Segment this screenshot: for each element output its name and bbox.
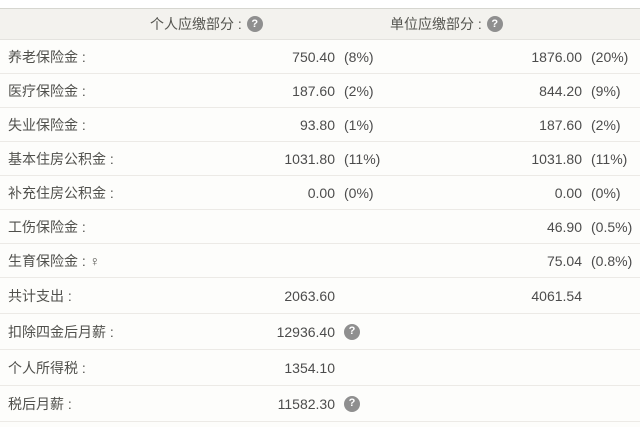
row-label: 失业保险金 : <box>8 116 86 133</box>
row-label: 个人所得税 : <box>8 359 86 376</box>
company-percent: (0.5%) <box>591 218 633 235</box>
table-row: 工伤保险金 : 46.90 (0.5%) <box>0 210 640 244</box>
personal-value: 11582.30 <box>277 395 335 412</box>
personal-percent: (1%) <box>344 116 374 133</box>
company-percent: (0%) <box>591 184 621 201</box>
personal-percent: (8%) <box>344 48 374 65</box>
company-value: 46.90 <box>546 218 582 235</box>
company-value: 4061.54 <box>531 287 582 304</box>
row-label: 生育保险金 : ♀ <box>8 252 101 269</box>
personal-value: 750.40 <box>292 48 335 65</box>
personal-percent: (11%) <box>344 150 381 167</box>
table-row: 共计支出 : 2063.60 4061.54 <box>0 278 640 314</box>
company-percent: (0.8%) <box>591 252 633 269</box>
table-row: 失业保险金 : 93.80 (1%) 187.60 (2%) <box>0 108 640 142</box>
company-value: 844.20 <box>539 82 582 99</box>
row-label: 扣除四金后月薪 : <box>8 323 114 340</box>
personal-portion-label: 个人应缴部分 : <box>150 16 242 32</box>
table-row: 医疗保险金 : 187.60 (2%) 844.20 (9%) <box>0 74 640 108</box>
personal-value: 12936.40 <box>276 323 335 340</box>
table-header: 个人应缴部分 : ? 单位应缴部分 : ? <box>0 9 640 40</box>
personal-percent: (2%) <box>344 82 374 99</box>
table-body: 养老保险金 : 750.40 (8%) 1876.00 (20%) 医疗保险金 : 187.… <box>0 40 640 422</box>
company-percent: (11%) <box>591 150 628 167</box>
personal-value: 1354.10 <box>284 359 335 376</box>
personal-percent: ? <box>335 395 390 412</box>
row-label: 养老保险金 : <box>8 48 86 65</box>
row-label: 共计支出 : <box>8 287 72 304</box>
top-divider <box>0 0 640 9</box>
personal-percent: ? <box>335 323 390 340</box>
help-icon[interactable]: ? <box>246 16 263 32</box>
company-value: 0.00 <box>554 184 582 201</box>
table-row: 扣除四金后月薪 : 12936.40? <box>0 314 640 350</box>
header-personal-portion: 个人应缴部分 : ? <box>150 14 390 34</box>
table-row: 税后月薪 : 11582.30? <box>0 386 640 422</box>
company-percent: (9%) <box>591 82 621 99</box>
personal-percent: (0%) <box>344 184 374 201</box>
company-portion-label: 单位应缴部分 : <box>390 16 482 32</box>
company-percent: (2%) <box>591 116 621 133</box>
company-value: 1876.00 <box>531 48 582 65</box>
company-percent: (20%) <box>591 48 629 65</box>
table-row: 个人所得税 : 1354.10 <box>0 350 640 386</box>
personal-value: 93.80 <box>299 116 335 133</box>
row-label: 基本住房公积金 : <box>8 150 114 167</box>
header-company-portion: 单位应缴部分 : ? <box>390 14 640 34</box>
company-value: 187.60 <box>539 116 582 133</box>
help-icon[interactable]: ? <box>344 395 360 412</box>
table-row: 养老保险金 : 750.40 (8%) 1876.00 (20%) <box>0 40 640 74</box>
personal-value: 0.00 <box>307 184 335 201</box>
personal-value: 1031.80 <box>284 150 335 167</box>
row-label: 医疗保险金 : <box>8 82 86 99</box>
row-label: 工伤保险金 : <box>8 218 86 235</box>
help-icon[interactable]: ? <box>344 323 360 340</box>
help-icon[interactable]: ? <box>486 16 503 32</box>
personal-value: 187.60 <box>292 82 335 99</box>
company-value: 75.04 <box>546 252 582 269</box>
table-row: 生育保险金 : ♀ 75.04 (0.8%) <box>0 244 640 278</box>
personal-value: 2063.60 <box>284 287 335 304</box>
row-label: 补充住房公积金 : <box>8 184 114 201</box>
company-value: 1031.80 <box>531 150 582 167</box>
table-row: 基本住房公积金 : 1031.80 (11%) 1031.80 (11%) <box>0 142 640 176</box>
row-label: 税后月薪 : <box>8 395 72 412</box>
table-row: 补充住房公积金 : 0.00 (0%) 0.00 (0%) <box>0 176 640 210</box>
